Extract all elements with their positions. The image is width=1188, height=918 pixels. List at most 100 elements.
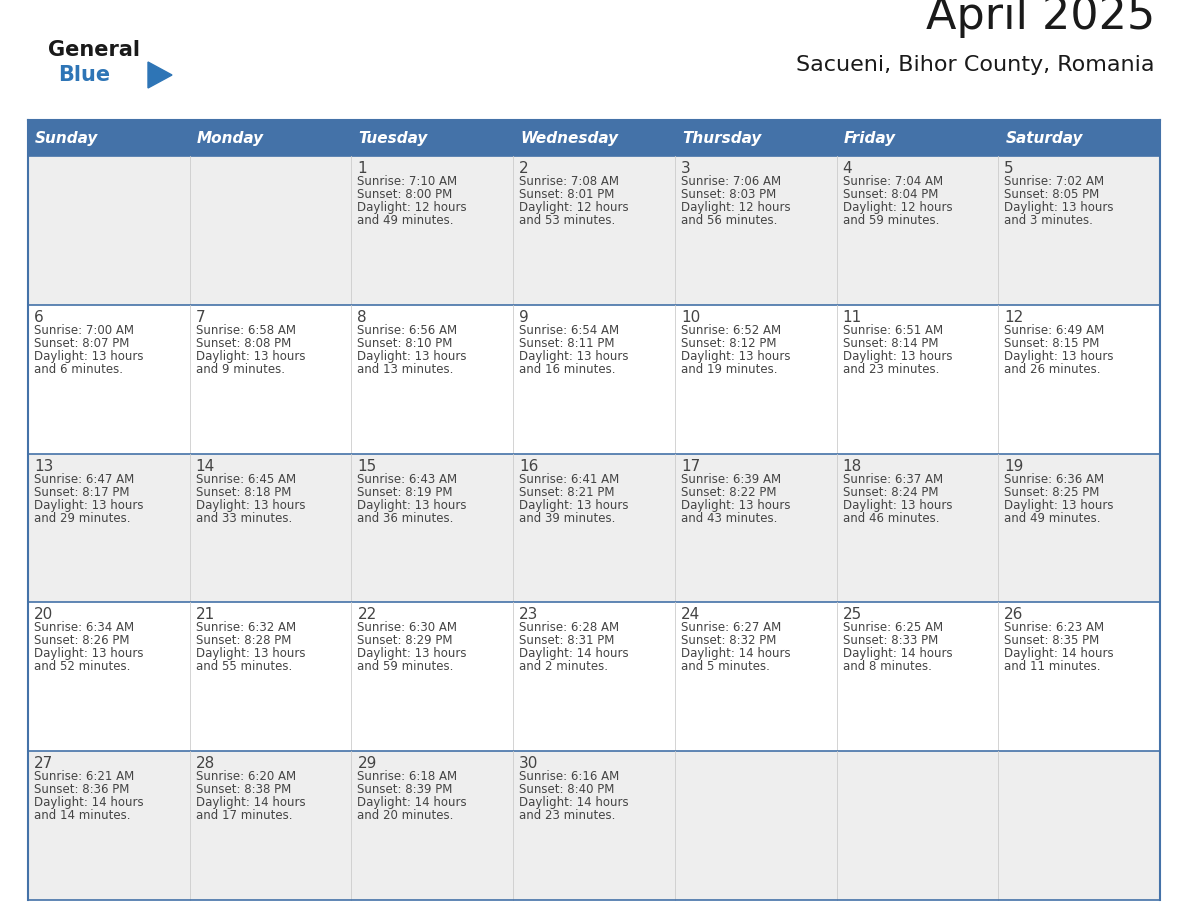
Text: Sunset: 8:07 PM: Sunset: 8:07 PM bbox=[34, 337, 129, 350]
Text: 24: 24 bbox=[681, 608, 700, 622]
Text: 8: 8 bbox=[358, 309, 367, 325]
Text: 10: 10 bbox=[681, 309, 700, 325]
Text: 21: 21 bbox=[196, 608, 215, 622]
Text: 5: 5 bbox=[1004, 161, 1013, 176]
Text: Daylight: 13 hours: Daylight: 13 hours bbox=[34, 647, 144, 660]
Text: and 56 minutes.: and 56 minutes. bbox=[681, 214, 777, 227]
Text: and 17 minutes.: and 17 minutes. bbox=[196, 809, 292, 823]
Text: and 19 minutes.: and 19 minutes. bbox=[681, 363, 777, 375]
Text: and 52 minutes.: and 52 minutes. bbox=[34, 660, 131, 674]
Text: and 39 minutes.: and 39 minutes. bbox=[519, 511, 615, 524]
Text: 23: 23 bbox=[519, 608, 538, 622]
Text: and 6 minutes.: and 6 minutes. bbox=[34, 363, 124, 375]
Text: Sunset: 8:29 PM: Sunset: 8:29 PM bbox=[358, 634, 453, 647]
Text: 18: 18 bbox=[842, 459, 861, 474]
Text: and 16 minutes.: and 16 minutes. bbox=[519, 363, 615, 375]
Text: Sunrise: 6:58 AM: Sunrise: 6:58 AM bbox=[196, 324, 296, 337]
Text: Daylight: 13 hours: Daylight: 13 hours bbox=[196, 350, 305, 363]
Text: Daylight: 13 hours: Daylight: 13 hours bbox=[842, 350, 952, 363]
Text: Blue: Blue bbox=[58, 65, 110, 85]
Text: Sunrise: 7:08 AM: Sunrise: 7:08 AM bbox=[519, 175, 619, 188]
Text: Daylight: 13 hours: Daylight: 13 hours bbox=[519, 350, 628, 363]
Text: 7: 7 bbox=[196, 309, 206, 325]
Text: Daylight: 13 hours: Daylight: 13 hours bbox=[196, 647, 305, 660]
Text: Daylight: 13 hours: Daylight: 13 hours bbox=[842, 498, 952, 511]
Bar bbox=[29, 751, 1159, 900]
Text: Tuesday: Tuesday bbox=[359, 130, 428, 145]
Text: 15: 15 bbox=[358, 459, 377, 474]
Text: 13: 13 bbox=[34, 459, 53, 474]
Text: and 36 minutes.: and 36 minutes. bbox=[358, 511, 454, 524]
Text: Sunset: 8:10 PM: Sunset: 8:10 PM bbox=[358, 337, 453, 350]
Text: Sunset: 8:33 PM: Sunset: 8:33 PM bbox=[842, 634, 937, 647]
Text: and 49 minutes.: and 49 minutes. bbox=[358, 214, 454, 227]
Text: Sunrise: 7:10 AM: Sunrise: 7:10 AM bbox=[358, 175, 457, 188]
Text: Sunrise: 6:20 AM: Sunrise: 6:20 AM bbox=[196, 770, 296, 783]
Bar bbox=[29, 602, 1159, 751]
Text: 1: 1 bbox=[358, 161, 367, 176]
Text: Daylight: 13 hours: Daylight: 13 hours bbox=[681, 498, 790, 511]
Text: Sunset: 8:01 PM: Sunset: 8:01 PM bbox=[519, 188, 614, 201]
Text: Daylight: 12 hours: Daylight: 12 hours bbox=[519, 201, 628, 214]
Text: and 43 minutes.: and 43 minutes. bbox=[681, 511, 777, 524]
Text: 3: 3 bbox=[681, 161, 690, 176]
Text: and 9 minutes.: and 9 minutes. bbox=[196, 363, 285, 375]
Text: and 8 minutes.: and 8 minutes. bbox=[842, 660, 931, 674]
Text: Sunrise: 6:39 AM: Sunrise: 6:39 AM bbox=[681, 473, 781, 486]
Text: Sunrise: 6:28 AM: Sunrise: 6:28 AM bbox=[519, 621, 619, 634]
Text: Daylight: 14 hours: Daylight: 14 hours bbox=[34, 796, 144, 809]
Text: Daylight: 14 hours: Daylight: 14 hours bbox=[1004, 647, 1114, 660]
Text: Sunset: 8:35 PM: Sunset: 8:35 PM bbox=[1004, 634, 1100, 647]
Text: Sunset: 8:11 PM: Sunset: 8:11 PM bbox=[519, 337, 614, 350]
Text: Daylight: 13 hours: Daylight: 13 hours bbox=[358, 498, 467, 511]
Text: Daylight: 14 hours: Daylight: 14 hours bbox=[196, 796, 305, 809]
Text: and 49 minutes.: and 49 minutes. bbox=[1004, 511, 1101, 524]
Text: Sunrise: 6:30 AM: Sunrise: 6:30 AM bbox=[358, 621, 457, 634]
Text: Sunset: 8:36 PM: Sunset: 8:36 PM bbox=[34, 783, 129, 796]
Text: Sunset: 8:21 PM: Sunset: 8:21 PM bbox=[519, 486, 614, 498]
Text: Sunset: 8:17 PM: Sunset: 8:17 PM bbox=[34, 486, 129, 498]
Text: and 33 minutes.: and 33 minutes. bbox=[196, 511, 292, 524]
Text: 2: 2 bbox=[519, 161, 529, 176]
Text: Sacueni, Bihor County, Romania: Sacueni, Bihor County, Romania bbox=[796, 55, 1155, 75]
Text: Sunrise: 7:02 AM: Sunrise: 7:02 AM bbox=[1004, 175, 1105, 188]
Bar bbox=[29, 305, 1159, 453]
Text: Sunset: 8:03 PM: Sunset: 8:03 PM bbox=[681, 188, 776, 201]
Text: Sunrise: 6:47 AM: Sunrise: 6:47 AM bbox=[34, 473, 134, 486]
Text: Sunset: 8:32 PM: Sunset: 8:32 PM bbox=[681, 634, 776, 647]
Text: and 2 minutes.: and 2 minutes. bbox=[519, 660, 608, 674]
Text: Sunset: 8:00 PM: Sunset: 8:00 PM bbox=[358, 188, 453, 201]
Text: Daylight: 13 hours: Daylight: 13 hours bbox=[358, 350, 467, 363]
Text: Thursday: Thursday bbox=[682, 130, 762, 145]
Text: Sunset: 8:31 PM: Sunset: 8:31 PM bbox=[519, 634, 614, 647]
Text: Sunset: 8:19 PM: Sunset: 8:19 PM bbox=[358, 486, 453, 498]
Text: Sunset: 8:26 PM: Sunset: 8:26 PM bbox=[34, 634, 129, 647]
Text: Daylight: 13 hours: Daylight: 13 hours bbox=[34, 350, 144, 363]
Text: 28: 28 bbox=[196, 756, 215, 771]
Text: Friday: Friday bbox=[843, 130, 896, 145]
Text: 12: 12 bbox=[1004, 309, 1024, 325]
Text: Sunset: 8:22 PM: Sunset: 8:22 PM bbox=[681, 486, 776, 498]
Text: Sunrise: 6:51 AM: Sunrise: 6:51 AM bbox=[842, 324, 943, 337]
Text: Sunset: 8:40 PM: Sunset: 8:40 PM bbox=[519, 783, 614, 796]
Text: and 23 minutes.: and 23 minutes. bbox=[519, 809, 615, 823]
Polygon shape bbox=[148, 62, 172, 88]
Text: Sunrise: 6:49 AM: Sunrise: 6:49 AM bbox=[1004, 324, 1105, 337]
Text: Daylight: 12 hours: Daylight: 12 hours bbox=[358, 201, 467, 214]
Text: Sunset: 8:18 PM: Sunset: 8:18 PM bbox=[196, 486, 291, 498]
Text: Sunrise: 6:52 AM: Sunrise: 6:52 AM bbox=[681, 324, 781, 337]
Text: and 23 minutes.: and 23 minutes. bbox=[842, 363, 939, 375]
Text: Sunset: 8:04 PM: Sunset: 8:04 PM bbox=[842, 188, 939, 201]
Text: 25: 25 bbox=[842, 608, 861, 622]
Text: Saturday: Saturday bbox=[1005, 130, 1082, 145]
Text: Sunset: 8:14 PM: Sunset: 8:14 PM bbox=[842, 337, 939, 350]
Text: 22: 22 bbox=[358, 608, 377, 622]
Text: and 14 minutes.: and 14 minutes. bbox=[34, 809, 131, 823]
Text: 27: 27 bbox=[34, 756, 53, 771]
Text: and 5 minutes.: and 5 minutes. bbox=[681, 660, 770, 674]
Text: 6: 6 bbox=[34, 309, 44, 325]
Text: Sunrise: 6:41 AM: Sunrise: 6:41 AM bbox=[519, 473, 619, 486]
Text: Daylight: 14 hours: Daylight: 14 hours bbox=[519, 647, 628, 660]
Text: General: General bbox=[48, 40, 140, 60]
Text: Daylight: 13 hours: Daylight: 13 hours bbox=[1004, 498, 1114, 511]
